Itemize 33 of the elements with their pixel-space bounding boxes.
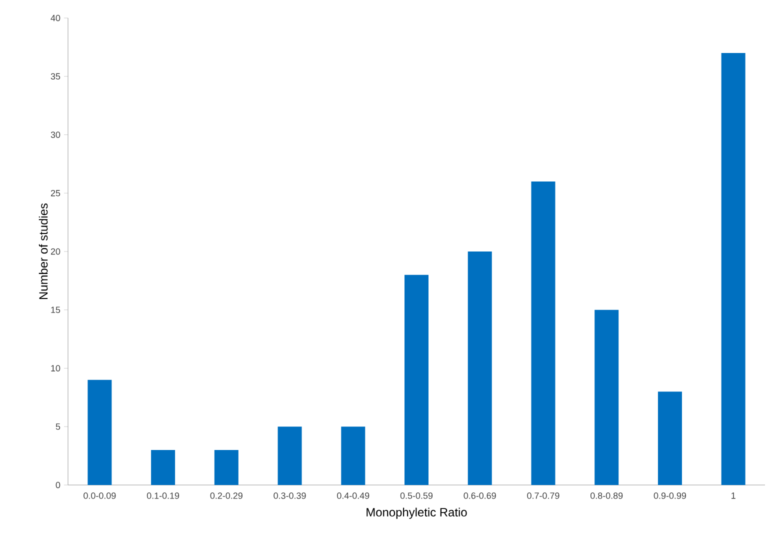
x-tick-label: 0.2-0.29	[210, 492, 242, 499]
y-tick-label: 30	[50, 132, 60, 138]
y-tick-label: 40	[50, 14, 60, 22]
y-axis-title: Number of studies	[38, 203, 48, 300]
y-tick-label: 20	[50, 248, 60, 255]
bar	[404, 274, 429, 485]
x-tick-label: 0.5-0.59	[400, 492, 433, 499]
bar	[278, 426, 302, 485]
x-tick-label: 0.8-0.89	[590, 492, 623, 499]
x-tick-label: 0.3-0.39	[274, 492, 306, 499]
x-tick-label: 0.4-0.49	[337, 492, 370, 499]
y-tick-label: 0	[56, 482, 60, 488]
bar	[531, 181, 556, 485]
bar	[658, 392, 682, 485]
bar	[594, 310, 619, 485]
bar	[341, 426, 366, 485]
y-tick-label: 35	[50, 73, 60, 80]
x-tick-label: 0.7-0.79	[527, 492, 560, 499]
bar	[721, 53, 746, 485]
x-tick-label: 0.1-0.19	[146, 492, 180, 499]
bar	[88, 380, 112, 485]
x-tick-label: 0.0-0.09	[84, 492, 116, 499]
bar	[468, 251, 492, 485]
x-tick-label: 1	[732, 492, 736, 499]
y-tick-label: 25	[50, 190, 60, 196]
bar	[151, 450, 176, 485]
y-tick-label: 10	[51, 365, 60, 372]
x-axis-title: Monophyletic Ratio	[366, 508, 467, 519]
x-tick-label: 0.6-0.69	[464, 492, 496, 499]
bar	[214, 450, 238, 485]
x-tick-label: 0.9-0.99	[654, 492, 686, 499]
y-tick-label: 5	[56, 423, 60, 430]
y-tick-label: 15	[51, 306, 60, 314]
